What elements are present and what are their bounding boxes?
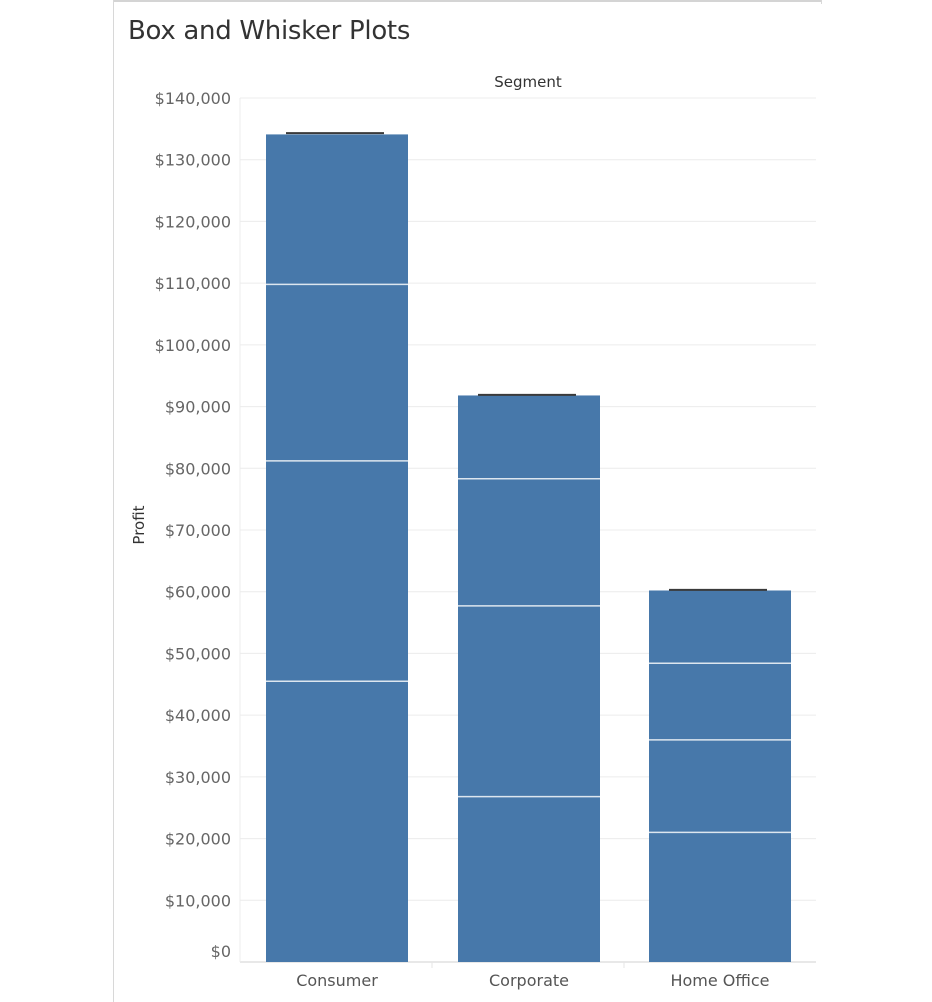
y-tick-label: $90,000: [165, 398, 231, 417]
y-tick-label: $30,000: [165, 768, 231, 787]
y-axis-ticks: $0 $10,000 $20,000 $30,000 $40,000 $50,000 $60…: [155, 89, 231, 961]
column-header: Segment: [494, 73, 562, 91]
y-tick-label: $80,000: [165, 459, 231, 478]
y-tick-label: $130,000: [155, 151, 231, 170]
x-axis-ticks: Consumer Corporate Home Office: [296, 971, 769, 990]
y-tick-label: $0: [211, 942, 231, 961]
x-tick-label: Corporate: [489, 971, 569, 990]
bars: [266, 132, 791, 962]
x-tick-label: Home Office: [670, 971, 769, 990]
y-tick-label: $70,000: [165, 521, 231, 540]
bar: [649, 590, 791, 962]
bar: [458, 395, 600, 962]
frame-right-border: [821, 0, 822, 4]
chart-title: Box and Whisker Plots: [128, 16, 411, 46]
bar-group-corporate: [458, 393, 600, 962]
y-tick-label: $10,000: [165, 891, 231, 910]
y-tick-label: $40,000: [165, 706, 231, 725]
bar: [266, 134, 408, 962]
bar-group-home-office: [649, 588, 791, 962]
y-tick-label: $20,000: [165, 830, 231, 849]
frame-top-border: [113, 0, 822, 2]
y-tick-label: $60,000: [165, 583, 231, 602]
y-axis-label: Profit: [130, 505, 148, 544]
frame-left-border: [113, 0, 114, 1002]
y-tick-label: $50,000: [165, 644, 231, 663]
y-tick-label: $120,000: [155, 212, 231, 231]
y-tick-label: $100,000: [155, 336, 231, 355]
y-tick-label: $110,000: [155, 274, 231, 293]
x-tick-label: Consumer: [296, 971, 378, 990]
bar-group-consumer: [266, 132, 408, 962]
y-tick-label: $140,000: [155, 89, 231, 108]
